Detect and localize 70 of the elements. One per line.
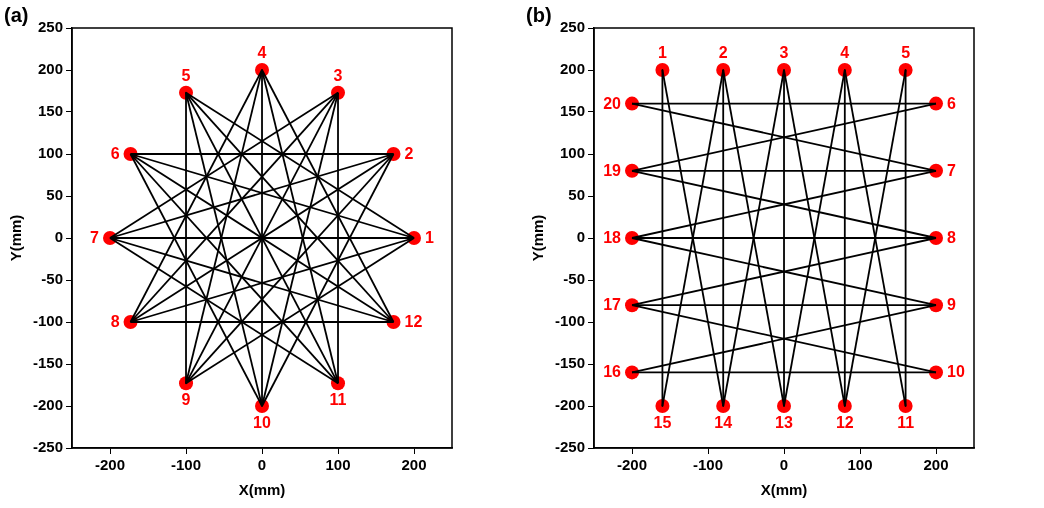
annotation: 3 xyxy=(333,66,343,84)
annotation: 2 xyxy=(718,44,728,61)
annotation: 6 xyxy=(946,94,956,112)
y-tick-label: 150 xyxy=(559,102,586,120)
x-axis-title: X(mm) xyxy=(760,481,808,499)
x-axis-title: X(mm) xyxy=(238,481,286,499)
annotation: 11 xyxy=(329,391,347,409)
y-tick-label: 250 xyxy=(559,18,586,36)
annotation: 10 xyxy=(253,414,271,431)
y-tick-label: 200 xyxy=(37,60,64,78)
x-tick-label: -100 xyxy=(171,456,202,474)
annotation: 9 xyxy=(946,296,956,314)
x-tick-label: 200 xyxy=(401,456,427,474)
annotation: 11 xyxy=(897,414,915,431)
y-tick-label: 50 xyxy=(46,186,64,204)
y-tick-label: 150 xyxy=(37,102,64,120)
annotation: 3 xyxy=(779,44,789,61)
x-tick-label: 100 xyxy=(325,456,351,474)
y-tick-label: 0 xyxy=(576,228,586,246)
annotation: 13 xyxy=(775,414,793,431)
y-tick-label: 100 xyxy=(37,144,64,162)
annotation: 1 xyxy=(424,229,434,246)
y-tick-label: 0 xyxy=(54,228,64,246)
annotation: 5 xyxy=(181,66,191,84)
annotation: 14 xyxy=(714,414,733,431)
x-tick-label: 0 xyxy=(257,456,267,474)
annotation: 7 xyxy=(946,161,956,179)
annotation: 5 xyxy=(901,44,911,61)
y-tick-label: 200 xyxy=(559,60,586,78)
annotation: 4 xyxy=(840,44,850,61)
annotation: 2 xyxy=(404,145,414,162)
annotation: 17 xyxy=(603,296,622,314)
annotation: 1 xyxy=(657,44,667,61)
annotation: 20 xyxy=(603,94,622,112)
annotation: 16 xyxy=(603,363,622,381)
y-tick-label: 50 xyxy=(568,186,586,204)
y-tick-label: -100 xyxy=(32,312,64,330)
annotation: 8 xyxy=(946,229,956,246)
annotation: 10 xyxy=(946,363,965,381)
annotation: 9 xyxy=(181,391,191,409)
y-tick-label: -250 xyxy=(554,438,586,456)
annotation: 6 xyxy=(110,145,120,162)
x-tick-label: -200 xyxy=(617,456,648,474)
x-tick-label: 0 xyxy=(779,456,789,474)
annotation: 12 xyxy=(835,414,854,431)
y-tick-label: -150 xyxy=(32,354,64,372)
chart-title: (a) xyxy=(4,3,29,26)
annotation: 19 xyxy=(603,161,622,179)
y-tick-label: -200 xyxy=(554,396,586,414)
y-tick-label: -250 xyxy=(32,438,64,456)
y-tick-label: -50 xyxy=(41,270,64,288)
annotation: 7 xyxy=(90,229,100,246)
y-tick-label: 100 xyxy=(559,144,586,162)
annotation: 4 xyxy=(257,44,267,61)
x-tick-label: 200 xyxy=(923,456,949,474)
y-axis-title: Y(mm) xyxy=(7,214,25,262)
x-tick-label: 100 xyxy=(847,456,873,474)
y-tick-label: -100 xyxy=(554,312,586,330)
y-tick-label: -50 xyxy=(563,270,586,288)
y-axis-title: Y(mm) xyxy=(529,214,547,262)
annotation: 8 xyxy=(110,313,120,330)
y-tick-label: -150 xyxy=(554,354,586,372)
x-tick-label: -200 xyxy=(95,456,126,474)
annotation: 18 xyxy=(603,229,622,246)
y-tick-label: 250 xyxy=(37,18,64,36)
chart-title: (b) xyxy=(526,3,552,26)
annotation: 12 xyxy=(404,313,423,330)
y-tick-label: -200 xyxy=(32,396,64,414)
annotation: 15 xyxy=(653,414,672,431)
x-tick-label: -100 xyxy=(693,456,724,474)
